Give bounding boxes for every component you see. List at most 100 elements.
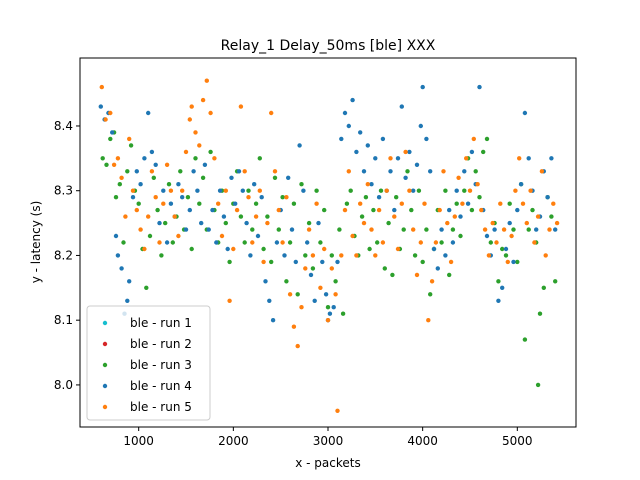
data-point <box>299 305 304 310</box>
data-point <box>217 188 223 193</box>
x-axis-ticks: 1000 2000 3000 4000 5000 <box>123 427 533 448</box>
data-point <box>551 201 556 206</box>
data-point <box>183 227 189 232</box>
chart-title: Relay_1 Delay_50ms [ble] XXX <box>221 38 436 54</box>
data-point <box>450 227 456 232</box>
data-point <box>340 311 346 316</box>
data-point <box>255 233 261 239</box>
data-point <box>344 201 350 206</box>
data-point <box>286 175 291 180</box>
data-point <box>462 169 467 174</box>
data-point <box>195 188 200 193</box>
legend-marker <box>102 404 108 410</box>
data-point <box>269 110 274 116</box>
data-point <box>100 156 105 161</box>
data-point <box>481 149 486 155</box>
data-point <box>208 110 213 116</box>
data-point <box>365 143 370 148</box>
data-point <box>110 130 115 135</box>
data-point <box>284 195 289 200</box>
data-point <box>103 117 108 122</box>
data-point <box>161 201 166 206</box>
data-point <box>445 220 450 226</box>
data-point <box>238 104 244 109</box>
data-point <box>151 175 156 180</box>
data-point <box>342 207 348 213</box>
data-point <box>422 201 427 206</box>
data-point <box>144 285 149 290</box>
legend-frame <box>86 305 211 421</box>
legend-label: ble - run 3 <box>130 358 192 372</box>
data-point <box>157 220 162 226</box>
data-point <box>210 207 215 213</box>
data-point <box>153 195 158 200</box>
legend-marker <box>102 383 108 389</box>
legend-items: ble - run 1 ble - run 2 ble - run 3 ble - r… <box>102 316 192 414</box>
data-point <box>157 240 162 245</box>
data-point <box>314 188 319 193</box>
data-point <box>443 188 448 193</box>
data-point <box>458 214 463 219</box>
data-point <box>178 169 183 174</box>
data-point <box>253 201 259 206</box>
data-point <box>227 298 232 303</box>
data-point <box>310 253 316 258</box>
data-point <box>431 246 437 252</box>
data-point <box>248 253 253 258</box>
data-point <box>375 240 380 245</box>
data-point <box>223 188 228 193</box>
data-point <box>394 195 399 200</box>
data-point <box>261 246 266 252</box>
data-point <box>392 207 397 213</box>
data-point <box>420 84 425 90</box>
data-point <box>193 130 198 135</box>
data-point <box>289 227 295 232</box>
data-point <box>479 207 484 213</box>
data-point <box>200 175 206 180</box>
data-point <box>306 227 312 232</box>
data-point <box>469 149 475 155</box>
data-point <box>447 272 452 278</box>
data-point <box>484 136 490 142</box>
data-point <box>369 227 374 232</box>
data-point <box>142 156 147 161</box>
data-point <box>482 227 488 232</box>
data-point <box>515 259 520 265</box>
data-point <box>515 207 520 213</box>
data-point <box>399 104 404 109</box>
data-point <box>322 246 327 252</box>
data-point <box>113 233 119 239</box>
data-point <box>462 188 467 193</box>
data-point <box>545 195 550 200</box>
data-point <box>191 169 196 174</box>
data-point <box>134 207 139 213</box>
data-point <box>127 279 132 284</box>
data-point <box>208 149 213 155</box>
legend-label: ble - run 1 <box>130 316 192 330</box>
data-point <box>204 78 209 83</box>
data-point <box>293 259 298 265</box>
data-point <box>386 220 391 226</box>
data-point <box>163 220 168 226</box>
data-point <box>517 156 522 161</box>
data-point <box>212 156 217 161</box>
data-point <box>399 201 404 206</box>
data-point <box>520 201 526 206</box>
data-point <box>405 169 410 174</box>
data-point <box>183 149 189 155</box>
data-point <box>361 220 367 226</box>
data-point <box>553 227 558 232</box>
data-point <box>257 188 262 193</box>
data-point <box>339 253 344 258</box>
data-point <box>392 214 397 219</box>
legend-marker <box>102 320 108 326</box>
data-point <box>541 285 546 290</box>
data-point <box>189 104 194 109</box>
data-point <box>346 169 351 174</box>
data-point <box>511 227 516 232</box>
data-point <box>535 214 541 219</box>
data-point <box>484 233 490 239</box>
data-point <box>274 240 280 245</box>
data-point <box>221 214 227 219</box>
